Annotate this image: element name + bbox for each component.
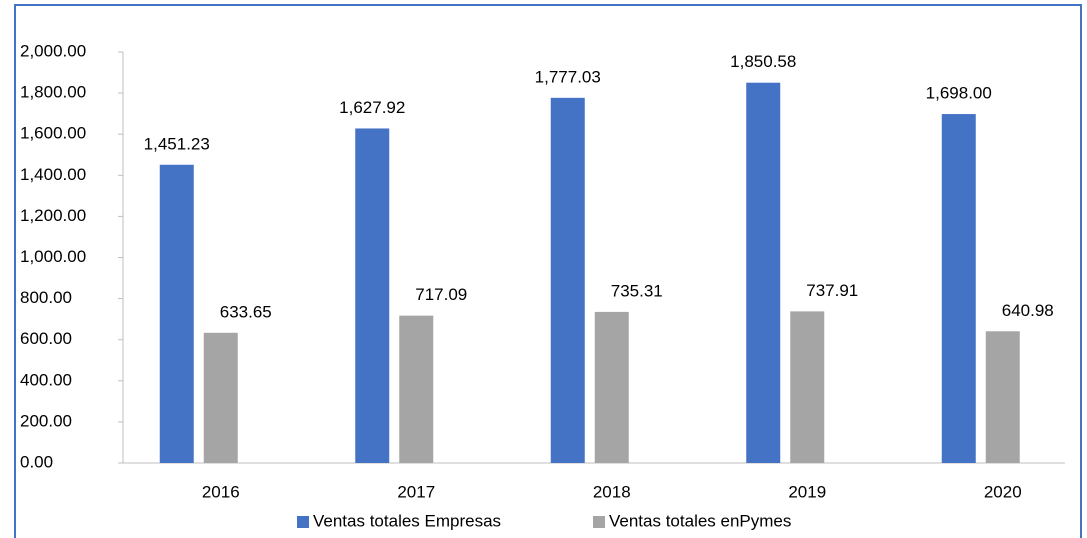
- bar: [790, 311, 825, 463]
- bar: [550, 97, 585, 463]
- data-label: 735.31: [611, 281, 663, 300]
- legend-swatch: [297, 516, 309, 528]
- y-tick-label: 200.00: [20, 411, 72, 430]
- bar: [594, 311, 629, 463]
- y-tick-label: 2,000.00: [20, 41, 86, 60]
- y-tick-label: 1,000.00: [20, 247, 86, 266]
- frame: [14, 4, 1082, 538]
- data-label: 640.98: [1002, 301, 1054, 320]
- data-label: 633.65: [220, 302, 272, 321]
- legend-swatch: [593, 516, 605, 528]
- bar: [985, 331, 1020, 463]
- data-label: 737.91: [806, 281, 858, 300]
- data-label: 1,451.23: [144, 134, 210, 153]
- data-label: 1,850.58: [730, 52, 796, 71]
- bar: [941, 114, 976, 463]
- y-tick-label: 1,600.00: [20, 124, 86, 143]
- bar: [203, 332, 238, 463]
- y-tick-label: 1,400.00: [20, 165, 86, 184]
- data-label: 1,777.03: [535, 67, 601, 86]
- x-tick-label: 2020: [984, 482, 1022, 501]
- y-tick-label: 400.00: [20, 370, 72, 389]
- legend-label: Ventas totales Empresas: [313, 511, 501, 530]
- data-label: 1,698.00: [926, 84, 992, 103]
- data-label: 1,627.92: [339, 98, 405, 117]
- bar: [399, 315, 434, 463]
- y-tick-label: 800.00: [20, 288, 72, 307]
- y-tick-label: 0.00: [20, 452, 53, 471]
- y-tick-label: 1,200.00: [20, 206, 86, 225]
- bar: [746, 82, 781, 463]
- bar: [355, 128, 390, 463]
- legend-label: Ventas totales enPymes: [609, 511, 791, 530]
- y-tick-label: 1,800.00: [20, 83, 86, 102]
- bar: [159, 164, 194, 464]
- x-tick-label: 2018: [593, 482, 631, 501]
- x-tick-label: 2016: [202, 482, 240, 501]
- y-tick-label: 600.00: [20, 329, 72, 348]
- x-tick-label: 2017: [397, 482, 435, 501]
- data-label: 717.09: [415, 285, 467, 304]
- x-tick-label: 2019: [788, 482, 826, 501]
